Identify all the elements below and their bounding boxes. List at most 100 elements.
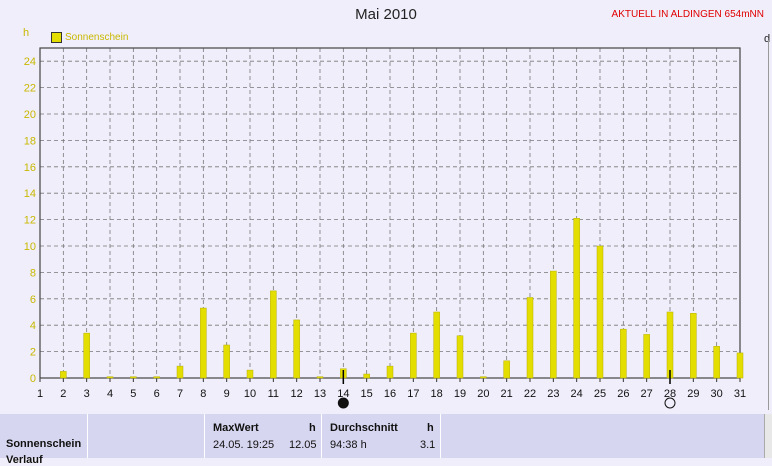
- x-tick-label: 9: [224, 388, 230, 400]
- x-tick-label: 1: [37, 388, 43, 400]
- y-tick-label: 18: [24, 135, 36, 147]
- x-tick-label: 22: [524, 388, 536, 400]
- bar-day-17: [410, 332, 417, 379]
- bar-day-21: [503, 360, 510, 379]
- bar-day-29: [690, 313, 697, 379]
- y-axis-unit: h: [23, 27, 30, 39]
- bar-day-16: [386, 365, 394, 379]
- x-tick-label: 3: [84, 388, 90, 400]
- x-tick-label: 16: [384, 388, 396, 400]
- x-tick-label: 23: [547, 388, 559, 400]
- x-tick-label: 27: [641, 388, 653, 400]
- bar-day-27: [643, 334, 650, 379]
- y-tick-label: 6: [30, 294, 36, 306]
- x-tick-label: 25: [594, 388, 606, 400]
- y-tick-label: 2: [30, 347, 36, 359]
- x-tick-label: 17: [407, 388, 419, 400]
- bar-day-7: [176, 365, 184, 379]
- y-tick-label: 0: [30, 373, 36, 385]
- y-tick-label: 8: [30, 267, 36, 279]
- panel-scrollbar[interactable]: [764, 414, 772, 458]
- x-tick-label: 2: [60, 388, 66, 400]
- new-moon-icon: [337, 397, 349, 409]
- bar-day-22: [526, 297, 534, 379]
- x-tick-label: 15: [361, 388, 373, 400]
- bar-day-10: [246, 369, 254, 379]
- y-tick-label: 20: [24, 109, 36, 121]
- bar-day-9: [223, 344, 230, 379]
- x-tick-label: 12: [291, 388, 303, 400]
- bar-day-20: [480, 376, 487, 379]
- y-tick-label: 16: [24, 162, 36, 174]
- x-tick-label: 29: [687, 388, 699, 400]
- legend-label: Sonnenschein: [65, 32, 129, 43]
- y-tick-label: 10: [24, 241, 36, 253]
- y-tick-label: 12: [24, 215, 36, 227]
- x-tick-label: 18: [431, 388, 443, 400]
- x-tick-label: 30: [711, 388, 723, 400]
- bar-day-3: [83, 332, 90, 379]
- x-tick-label: 10: [244, 388, 256, 400]
- x-tick-label: 8: [200, 388, 206, 400]
- x-tick-label: 11: [268, 388, 279, 400]
- max-value-cell: MaxWert h 24.05. 19:25 12.05: [204, 414, 321, 458]
- chart-title: Mai 2010: [355, 6, 417, 23]
- x-tick-label: 5: [130, 388, 136, 400]
- bar-day-6: [153, 376, 160, 379]
- chart-legend: Sonnenschein: [51, 32, 128, 43]
- bar-day-24: [573, 218, 580, 379]
- max-value: 12.05: [289, 439, 317, 451]
- bar-day-2: [60, 371, 67, 379]
- bar-day-11: [270, 290, 277, 379]
- bar-day-12: [293, 319, 300, 379]
- bar-day-8: [200, 307, 207, 379]
- x-tick-label: 6: [154, 388, 160, 400]
- average-cell: Durchschnitt h 94:38 h 3.1: [321, 414, 440, 458]
- x-axis-unit: d: [764, 33, 771, 45]
- y-tick-label: 24: [24, 56, 36, 68]
- x-tick-label: 14: [337, 388, 349, 400]
- avg-unit: h: [427, 422, 434, 434]
- y-tick-label: 14: [24, 188, 36, 200]
- legend-swatch: [51, 32, 62, 43]
- max-header: MaxWert: [213, 422, 259, 434]
- max-unit: h: [309, 422, 316, 434]
- empty-cell: [440, 414, 764, 458]
- bar-day-31: [736, 352, 744, 379]
- right-axis-strip: [768, 40, 772, 410]
- y-tick-label: 22: [24, 83, 36, 95]
- row-label-secondary: Verlauf: [6, 454, 43, 466]
- x-tick-label: 19: [454, 388, 466, 400]
- bar-day-4: [106, 376, 114, 379]
- bar-day-5: [130, 376, 137, 379]
- bar-day-13: [316, 376, 324, 379]
- x-tick-label: 26: [617, 388, 629, 400]
- x-tick-label: 13: [314, 388, 326, 400]
- summary-panel: Sonnenschein Verlauf MaxWert h 24.05. 19…: [0, 414, 764, 466]
- x-tick-label: 4: [107, 388, 113, 400]
- avg-value: 3.1: [420, 439, 436, 451]
- y-tick-label: 4: [30, 320, 36, 332]
- x-tick-label: 28: [664, 388, 676, 400]
- bar-day-18: [433, 311, 440, 379]
- avg-header: Durchschnitt: [330, 422, 398, 434]
- bar-day-30: [713, 346, 720, 379]
- bar-day-25: [596, 245, 604, 379]
- bar-day-23: [550, 270, 557, 379]
- x-tick-label: 20: [477, 388, 489, 400]
- bar-day-26: [620, 328, 627, 379]
- x-tick-label: 21: [501, 388, 513, 400]
- spacer-cell: [87, 414, 204, 458]
- station-label: AKTUELL IN ALDINGEN 654mNN: [611, 9, 764, 20]
- bar-day-28: [666, 311, 674, 379]
- max-datetime: 24.05. 19:25: [213, 439, 275, 451]
- row-label: Sonnenschein: [6, 438, 82, 450]
- bar-day-19: [456, 335, 464, 379]
- bar-day-15: [363, 373, 370, 379]
- full-moon-icon: [664, 397, 676, 409]
- x-tick-label: 7: [177, 388, 183, 400]
- x-tick-label: 24: [571, 388, 583, 400]
- avg-total: 94:38 h: [330, 439, 367, 451]
- x-tick-label: 31: [734, 388, 746, 400]
